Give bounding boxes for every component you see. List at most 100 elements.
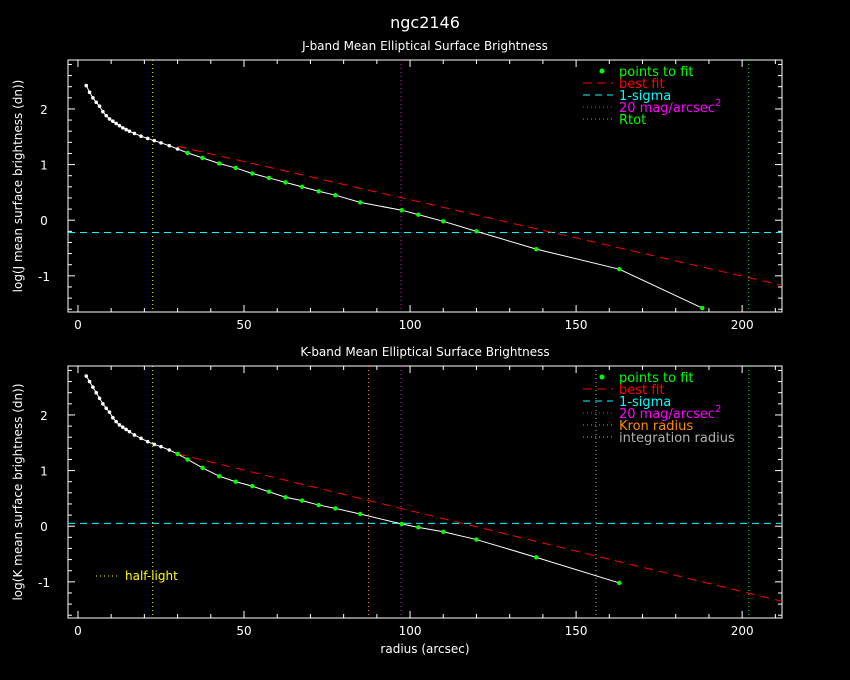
- plot-frame: [67, 59, 783, 313]
- legend-label-text: 20 mag/arcsec: [619, 407, 715, 422]
- x-tick-label: 50: [236, 624, 251, 638]
- fit-point: [185, 457, 190, 462]
- fit-point: [175, 451, 180, 457]
- profile-point: [94, 390, 99, 395]
- x-tick-label: 0: [74, 318, 82, 332]
- fit-point: [700, 305, 705, 311]
- fit-point: [233, 479, 238, 484]
- legend-marker: [599, 68, 605, 74]
- profile-point: [114, 419, 118, 424]
- fit-point: [316, 502, 321, 508]
- fit-point: [299, 498, 305, 503]
- fit-point: [399, 207, 404, 213]
- profile-point: [167, 448, 172, 452]
- fit-point: [250, 171, 255, 176]
- fit-point: [316, 189, 321, 194]
- legend-label: points to fit: [619, 371, 694, 386]
- legend-label-text: best fit: [619, 383, 665, 398]
- y-tick-label: 0: [40, 520, 48, 534]
- profile-point: [87, 379, 92, 384]
- fit-point: [200, 465, 205, 471]
- x-axis-label: radius (arcsec): [380, 642, 469, 656]
- legend-label-text: 1-sigma: [619, 395, 671, 410]
- best-fit-line: [177, 145, 782, 286]
- fit-point: [185, 150, 190, 156]
- y-tick-label: -1: [38, 576, 50, 590]
- profile-point: [111, 415, 115, 420]
- fit-point: [266, 175, 272, 181]
- y-tick-label: 0: [40, 214, 48, 228]
- legend-label: best fit: [619, 383, 665, 398]
- profile-point: [101, 402, 105, 406]
- plot-area: [68, 366, 782, 618]
- legend-label-text: points to fit: [619, 65, 694, 80]
- legend-label-text: 1-sigma: [619, 89, 671, 104]
- profile-point: [175, 147, 180, 151]
- panel-title: K-band Mean Elliptical Surface Brightnes…: [300, 345, 549, 359]
- y-tick-label: -1: [38, 270, 50, 284]
- profile-point: [84, 374, 89, 378]
- legend-label: integration radius: [619, 431, 735, 446]
- profile-point: [124, 127, 128, 132]
- plot-frame: [67, 365, 783, 619]
- legend-label: Rtot: [619, 113, 646, 128]
- profile-point: [87, 90, 92, 95]
- profile-point: [94, 100, 99, 105]
- fit-point: [534, 555, 539, 560]
- y-tick-label: 1: [40, 465, 48, 479]
- profile-point: [107, 410, 112, 414]
- legend-label: 1-sigma: [619, 395, 671, 410]
- profile-point: [91, 385, 95, 389]
- profile-point: [152, 442, 157, 447]
- fit-point: [399, 521, 404, 527]
- y-tick-label: 1: [40, 159, 48, 173]
- half-light-label: half-light: [125, 569, 178, 583]
- legend-label: Kron radius: [619, 419, 693, 434]
- j-band-panel: J-band Mean Elliptical Surface Brightnes…: [11, 39, 783, 332]
- x-tick-label: 150: [565, 624, 588, 638]
- legend-label-text: integration radius: [619, 431, 735, 446]
- profile-point: [127, 129, 132, 134]
- legend-label-text: 20 mag/arcsec: [619, 101, 715, 116]
- x-tick-label: 200: [731, 624, 754, 638]
- x-tick-label: 0: [74, 624, 82, 638]
- legend-label-text: Rtot: [619, 113, 646, 128]
- fit-point: [474, 229, 479, 234]
- profile-point: [120, 126, 125, 130]
- profile-point: [159, 141, 163, 145]
- legend-marker: [599, 374, 605, 380]
- legend-label: points to fit: [619, 65, 694, 80]
- fit-point: [416, 525, 421, 530]
- legend-superscript: 2: [715, 98, 721, 109]
- panel-title: J-band Mean Elliptical Surface Brightnes…: [301, 39, 548, 53]
- y-tick-label: 2: [40, 409, 48, 423]
- legend-label-text: Kron radius: [619, 419, 693, 434]
- profile-point: [111, 119, 115, 123]
- profile-point: [117, 123, 122, 128]
- y-axis-label: log(J mean surface brightness (dn)): [11, 80, 25, 293]
- profile-point: [124, 427, 128, 432]
- profile-line: [85, 375, 620, 584]
- legend-label: 20 mag/arcsec2: [619, 404, 721, 422]
- profile-point: [117, 423, 122, 427]
- x-tick-label: 150: [565, 318, 588, 332]
- profile-point: [145, 439, 150, 444]
- x-tick-label: 100: [399, 624, 422, 638]
- y-axis-label: log(K mean surface brightness (dn)): [11, 383, 25, 600]
- x-tick-label: 200: [731, 318, 754, 332]
- profile-point: [97, 396, 102, 401]
- fit-point: [200, 155, 205, 161]
- legend-label: best fit: [619, 77, 665, 92]
- profile-point: [84, 83, 89, 88]
- fit-point: [441, 529, 446, 534]
- legend-label: 20 mag/arcsec2: [619, 98, 721, 116]
- fit-point: [474, 537, 479, 542]
- fit-point: [250, 483, 255, 489]
- profile-line: [85, 85, 703, 309]
- fit-point: [283, 180, 288, 185]
- profile-point: [91, 96, 95, 100]
- profile-point: [167, 143, 172, 148]
- fit-point: [333, 192, 338, 198]
- fit-point: [233, 165, 238, 171]
